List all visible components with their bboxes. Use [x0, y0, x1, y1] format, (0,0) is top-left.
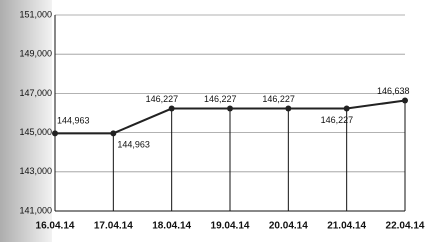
data-label: 146,227 [262, 94, 295, 104]
x-tick-label: 16.04.14 [36, 221, 75, 232]
y-tick-label: 149,000 [19, 49, 52, 59]
point [169, 106, 175, 112]
y-tick-label: 145,000 [19, 127, 52, 137]
point [285, 106, 291, 112]
data-label: 146,227 [204, 94, 237, 104]
y-tick-label: 143,000 [19, 166, 52, 176]
data-label: 144,963 [57, 116, 90, 126]
x-tick-label: 20.04.14 [269, 221, 308, 232]
y-tick-label: 151,000 [19, 9, 52, 19]
data-label: 144,963 [117, 140, 150, 150]
data-label: 146,227 [146, 94, 179, 104]
point [344, 106, 350, 112]
point [110, 130, 116, 136]
point [402, 97, 408, 103]
y-tick-label: 147,000 [19, 88, 52, 98]
x-tick-label: 17.04.14 [94, 221, 133, 232]
point [52, 130, 58, 136]
data-label: 146,227 [321, 115, 354, 125]
y-tick-label: 141,000 [19, 205, 52, 215]
x-tick-label: 19.04.14 [211, 221, 250, 232]
chart: 141,000 143,000 145,000 147,000 149,000 151,0… [0, 0, 443, 242]
point [227, 106, 233, 112]
x-tick-label: 21.04.14 [327, 221, 366, 232]
data-label: 146,638 [377, 86, 410, 96]
x-tick-label: 18.04.14 [152, 221, 191, 232]
x-tick-label: 22.04.14 [386, 221, 425, 232]
